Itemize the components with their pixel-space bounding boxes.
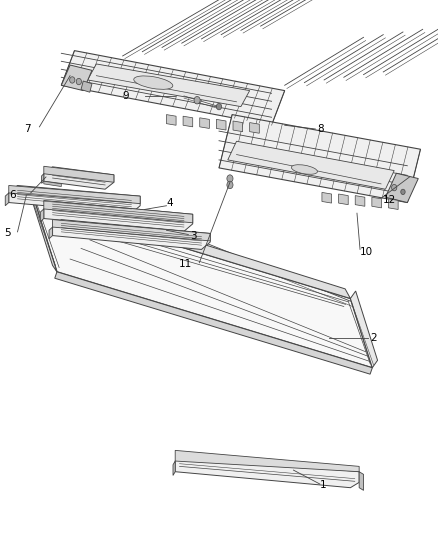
Text: 6: 6 — [9, 190, 15, 199]
Polygon shape — [44, 201, 193, 231]
Polygon shape — [44, 166, 114, 182]
Ellipse shape — [134, 76, 173, 90]
Text: 7: 7 — [24, 124, 31, 134]
Ellipse shape — [291, 165, 318, 174]
Polygon shape — [389, 199, 398, 209]
Polygon shape — [44, 181, 61, 187]
Polygon shape — [350, 291, 378, 368]
Polygon shape — [233, 121, 243, 132]
Polygon shape — [35, 193, 350, 298]
Text: 5: 5 — [4, 229, 11, 238]
Circle shape — [194, 96, 200, 104]
Polygon shape — [339, 194, 348, 205]
Polygon shape — [355, 196, 365, 206]
Polygon shape — [372, 197, 381, 208]
Polygon shape — [44, 200, 193, 223]
Text: 8: 8 — [318, 124, 324, 134]
Polygon shape — [42, 174, 44, 183]
Polygon shape — [219, 115, 420, 203]
Polygon shape — [55, 272, 372, 374]
Circle shape — [401, 189, 405, 195]
Text: 4: 4 — [166, 198, 173, 207]
Polygon shape — [9, 185, 140, 213]
Polygon shape — [175, 456, 359, 488]
Text: 9: 9 — [123, 91, 129, 101]
Polygon shape — [31, 196, 57, 272]
Polygon shape — [359, 472, 364, 490]
Text: 11: 11 — [179, 259, 192, 269]
Text: 10: 10 — [360, 247, 373, 256]
Polygon shape — [166, 115, 176, 125]
Polygon shape — [200, 118, 209, 128]
Circle shape — [227, 181, 233, 189]
Text: 1: 1 — [320, 480, 326, 490]
Polygon shape — [40, 209, 44, 222]
Polygon shape — [228, 141, 394, 189]
Circle shape — [76, 78, 81, 85]
Polygon shape — [49, 227, 53, 239]
Polygon shape — [216, 119, 226, 130]
Polygon shape — [250, 123, 259, 133]
Text: 3: 3 — [191, 231, 197, 240]
Polygon shape — [53, 220, 210, 241]
Polygon shape — [5, 193, 9, 206]
Polygon shape — [183, 116, 193, 127]
Polygon shape — [173, 461, 175, 475]
Polygon shape — [9, 185, 140, 204]
Text: 2: 2 — [370, 334, 377, 343]
Circle shape — [216, 103, 222, 110]
Text: 12: 12 — [382, 195, 396, 205]
Circle shape — [392, 184, 397, 191]
Polygon shape — [53, 220, 210, 249]
Polygon shape — [88, 64, 250, 107]
Polygon shape — [61, 51, 285, 125]
Circle shape — [70, 77, 75, 83]
Polygon shape — [81, 81, 92, 92]
Polygon shape — [61, 65, 92, 91]
Polygon shape — [35, 203, 372, 368]
Polygon shape — [322, 192, 332, 203]
Circle shape — [227, 175, 233, 182]
Polygon shape — [175, 450, 359, 472]
Polygon shape — [44, 167, 114, 189]
Polygon shape — [385, 173, 418, 203]
